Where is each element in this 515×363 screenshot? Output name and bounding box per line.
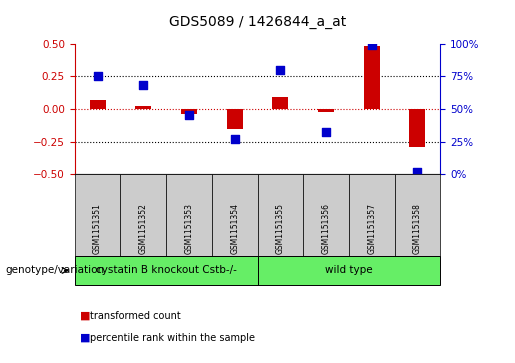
Text: percentile rank within the sample: percentile rank within the sample — [90, 333, 255, 343]
Text: wild type: wild type — [325, 265, 373, 276]
Text: GSM1151352: GSM1151352 — [139, 203, 148, 254]
Text: transformed count: transformed count — [90, 311, 181, 321]
Bar — [364, 46, 380, 109]
Bar — [90, 100, 106, 109]
Point — [368, 42, 376, 48]
Point — [93, 73, 101, 79]
Bar — [181, 109, 197, 114]
Point — [231, 136, 239, 142]
Text: cystatin B knockout Cstb-/-: cystatin B knockout Cstb-/- — [96, 265, 236, 276]
Text: GSM1151351: GSM1151351 — [93, 203, 102, 254]
Point — [185, 113, 193, 118]
Text: GSM1151358: GSM1151358 — [413, 203, 422, 254]
Text: ■: ■ — [80, 333, 90, 343]
Text: GSM1151354: GSM1151354 — [230, 203, 239, 254]
Bar — [227, 109, 243, 129]
Text: GSM1151355: GSM1151355 — [276, 203, 285, 254]
Text: genotype/variation: genotype/variation — [5, 265, 104, 276]
Text: GDS5089 / 1426844_a_at: GDS5089 / 1426844_a_at — [169, 15, 346, 29]
Text: GSM1151357: GSM1151357 — [367, 203, 376, 254]
Bar — [318, 109, 334, 112]
Bar — [272, 97, 288, 109]
Point — [276, 67, 284, 73]
Text: ■: ■ — [80, 311, 90, 321]
Point — [414, 169, 422, 175]
Point — [139, 82, 147, 88]
Bar — [409, 109, 425, 147]
Bar — [135, 106, 151, 109]
Point — [322, 130, 330, 135]
Text: GSM1151353: GSM1151353 — [184, 203, 194, 254]
Text: GSM1151356: GSM1151356 — [321, 203, 331, 254]
